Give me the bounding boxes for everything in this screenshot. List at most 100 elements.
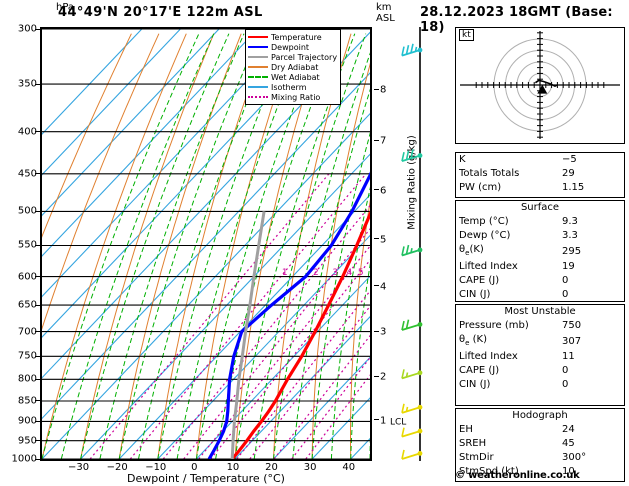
pressure-tick-label: 950	[17, 435, 37, 447]
row-label: Lifted Index	[459, 351, 518, 362]
table-row: K −5	[456, 153, 624, 167]
wind-barb-column	[398, 27, 442, 461]
row-value: 295	[562, 245, 582, 257]
dry-adiabat-line	[80, 33, 215, 459]
wet-adiabat-line	[273, 52, 370, 459]
mixing-ratio-line	[236, 290, 370, 459]
pressure-tick-label: 900	[17, 415, 37, 427]
wet-adiabat-line	[292, 88, 370, 459]
row-label: PW (cm)	[459, 182, 502, 193]
row-label: SREH	[459, 438, 487, 449]
wind-barb	[401, 244, 423, 257]
pressure-tick-label: 550	[17, 239, 37, 251]
pressure-tick	[35, 458, 40, 460]
table-row: Lifted Index 19	[456, 260, 624, 274]
legend-swatch	[248, 86, 268, 88]
height-tick-label: 6	[380, 185, 387, 197]
table-row: SREH 45	[456, 437, 624, 451]
pressure-tick	[35, 131, 40, 133]
temperature-tick-label: 30	[303, 462, 317, 473]
mixing-ratio-label: 3	[332, 268, 338, 278]
wet-adiabat-line	[350, 262, 370, 459]
table-row: StmSpd (kt) 10	[456, 465, 624, 479]
pressure-tick-label: 450	[17, 168, 37, 180]
pressure-tick	[35, 420, 40, 422]
copyright-label: © weatheronline.co.uk	[455, 470, 580, 481]
isotherm-line	[157, 234, 370, 459]
wet-adiabat-line	[234, 33, 356, 459]
pressure-tick-label: 400	[17, 126, 37, 138]
dry-adiabat-line	[234, 33, 325, 459]
row-label: EH	[459, 424, 473, 435]
height-tick	[374, 375, 379, 377]
row-label: Dewp (°C)	[459, 230, 511, 241]
pressure-tick	[35, 83, 40, 85]
legend-swatch	[248, 36, 268, 38]
legend-item: Dewpoint	[248, 42, 337, 52]
wind-barb	[401, 319, 423, 331]
mixing-ratio-label: 4	[347, 268, 353, 278]
wind-barb	[401, 403, 423, 414]
legend-label: Temperature	[271, 32, 322, 42]
row-value: 300°	[562, 452, 587, 463]
isotherm-line	[80, 153, 370, 459]
isotherm-line	[42, 29, 258, 257]
height-axis: Mixing Ratio (g/kg) 1 2 3 4 5 6 7 8 LCL	[374, 27, 420, 461]
dry-adiabat-line	[42, 33, 160, 330]
height-tick-label: 7	[380, 135, 387, 147]
row-value: 0	[562, 275, 569, 286]
row-label: Lifted Index	[459, 261, 518, 272]
profile-dewpoint	[207, 171, 370, 459]
wet-adiabat-line	[176, 33, 307, 459]
surface-panel-title: Surface	[520, 202, 560, 213]
pressure-tick-label: 1000	[11, 453, 37, 465]
pressure-tick	[35, 400, 40, 402]
isotherm-line	[196, 275, 370, 459]
isotherm-line	[42, 29, 143, 135]
mixing-ratio-label: 2	[313, 268, 319, 278]
table-row: PW (cm) 1.15	[456, 181, 624, 195]
wind-barb	[401, 43, 423, 57]
temperature-tick-label: −10	[145, 462, 167, 473]
table-row: CIN (J) 0	[456, 378, 624, 392]
isotherm-line	[118, 194, 370, 459]
row-value: 0	[562, 289, 569, 300]
table-row: CAPE (J) 0	[456, 274, 624, 288]
pressure-tick	[35, 210, 40, 212]
wet-adiabat-line	[311, 132, 370, 459]
height-tick	[374, 330, 379, 332]
table-row: EH 24	[456, 423, 624, 437]
pressure-tick-label: 300	[17, 23, 37, 35]
mixing-ratio-line	[291, 356, 370, 459]
row-label: CAPE (J)	[459, 365, 500, 376]
mixing-ratio-line	[273, 334, 370, 459]
dry-adiabat-line	[350, 199, 370, 459]
isotherm-line	[350, 437, 370, 459]
isotherm-line	[42, 29, 220, 217]
temperature-tick-label: −20	[106, 462, 128, 473]
mixing-ratio-line	[89, 173, 330, 459]
legend-label: Wet Adiabat	[271, 72, 320, 82]
row-label: Pressure (mb)	[459, 320, 529, 331]
mixing-ratio-label: 1	[282, 268, 288, 278]
row-label: CIN (J)	[459, 289, 491, 300]
temperature-tick-label: 0	[191, 462, 198, 473]
hodograph-stats-panel: Hodograph EH 24 SREH 45 StmDir 300° StmSpd (kt…	[455, 408, 625, 482]
table-row: CAPE (J) 0	[456, 364, 624, 378]
row-value: 3.3	[562, 230, 578, 241]
legend-item: Parcel Trajectory	[248, 52, 337, 62]
indices-panel: K −5 Totals Totals 29 PW (cm) 1.15	[455, 152, 625, 198]
legend-swatch	[248, 76, 268, 78]
temperature-tick-label: 20	[265, 462, 278, 473]
x-axis-title: Dewpoint / Temperature (°C)	[127, 472, 285, 485]
legend-swatch	[248, 46, 268, 48]
table-row: CIN (J) 0	[456, 288, 624, 302]
isotherm-line	[234, 315, 370, 459]
row-value: 45	[562, 438, 575, 449]
height-tick-label: 8	[380, 84, 387, 96]
mixing-ratio-line	[198, 245, 370, 459]
lcl-label: LCL	[390, 417, 407, 428]
pressure-tick-label: 650	[17, 299, 37, 311]
surface-panel: Surface Temp (°C) 9.3 Dewp (°C) 3.3 θe(K) 295…	[455, 200, 625, 302]
row-value: 11	[562, 351, 575, 362]
